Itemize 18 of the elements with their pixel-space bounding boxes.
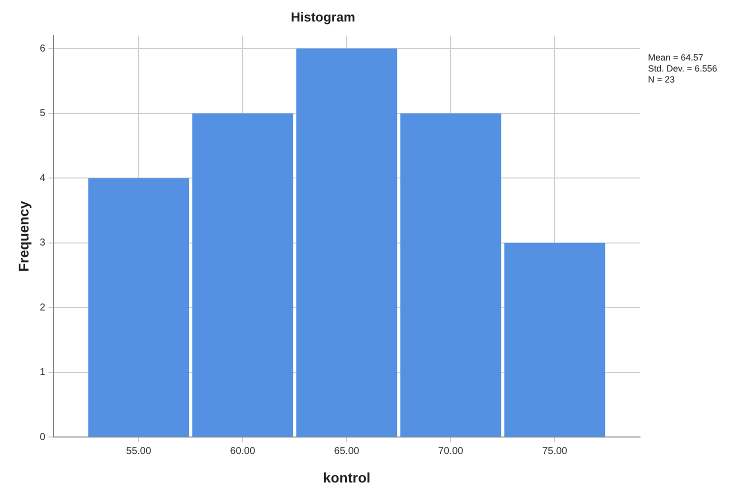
y-tick-label: 6 xyxy=(40,43,46,54)
text: N = 23 xyxy=(648,74,675,85)
y-tick-label: 2 xyxy=(40,302,46,314)
x-tick-label: 60.00 xyxy=(230,446,256,457)
chart-title: Histogram xyxy=(290,9,356,24)
text: Std. Dev. = 6.556 xyxy=(648,64,718,74)
y-tick-label: 0 xyxy=(40,432,46,443)
y-axis-title: Frequency xyxy=(15,200,32,272)
y-tick-label: 5 xyxy=(40,108,46,120)
y-tick-label: 4 xyxy=(40,172,46,184)
x-tick-label: 70.00 xyxy=(438,446,464,457)
x-tick-label: 55.00 xyxy=(126,446,152,457)
x-tick-label: 65.00 xyxy=(334,446,360,457)
x-tick-label: 75.00 xyxy=(542,446,568,457)
y-tick-label: 1 xyxy=(40,367,46,378)
text: Mean = 64.57 xyxy=(648,52,704,63)
y-tick-label: 3 xyxy=(40,238,46,249)
x-axis-title: kontrol xyxy=(322,469,370,486)
